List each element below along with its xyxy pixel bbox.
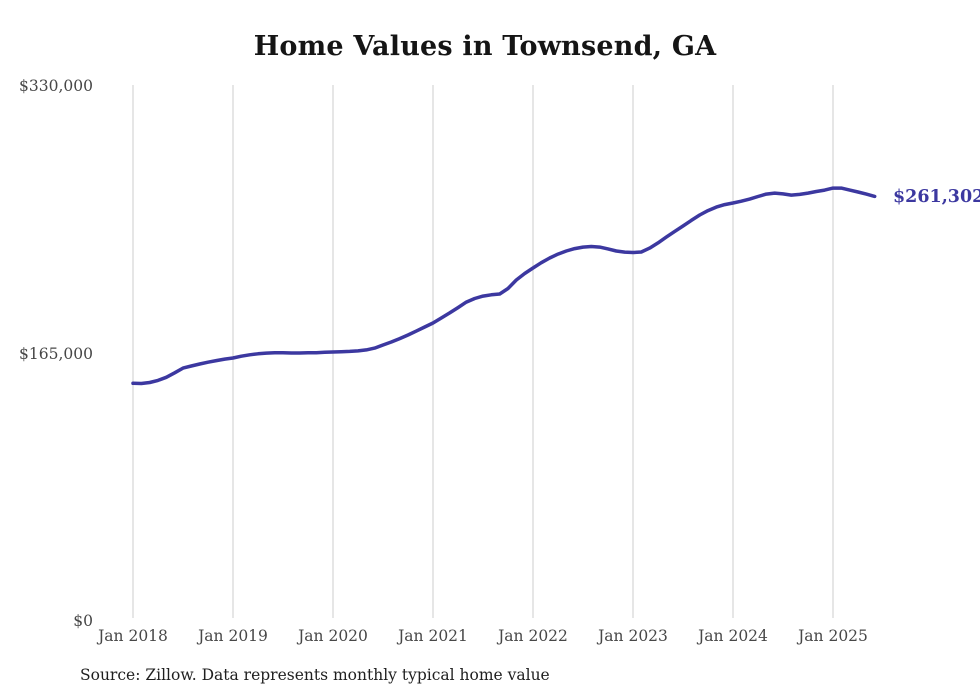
x-tick-label-jan-2022: Jan 2022 [496, 627, 568, 645]
x-tick-label-jan-2021: Jan 2021 [396, 627, 468, 645]
x-tick-label-jan-2018: Jan 2018 [96, 627, 168, 645]
x-tick-label-jan-2019: Jan 2019 [196, 627, 268, 645]
x-tick-label-jan-2024: Jan 2024 [696, 627, 768, 645]
chart-title: Home Values in Townsend, GA [253, 31, 717, 62]
y-axis: $330,000 $165,000 $0 [19, 77, 93, 630]
gridlines [132, 85, 834, 618]
y-tick-label-165000: $165,000 [19, 345, 93, 363]
y-tick-label-0: $0 [73, 612, 93, 630]
source-note: Source: Zillow. Data represents monthly … [80, 666, 550, 684]
x-tick-label-jan-2025: Jan 2025 [796, 627, 868, 645]
y-tick-label-330000: $330,000 [19, 77, 93, 95]
series-line [131, 186, 877, 386]
x-tick-label-jan-2020: Jan 2020 [296, 627, 368, 645]
x-axis: Jan 2018 Jan 2019 Jan 2020 Jan 2021 Jan 2022… [96, 627, 868, 645]
x-tick-label-jan-2023: Jan 2023 [596, 627, 668, 645]
series-end-value-label: $261,302 [893, 187, 980, 207]
